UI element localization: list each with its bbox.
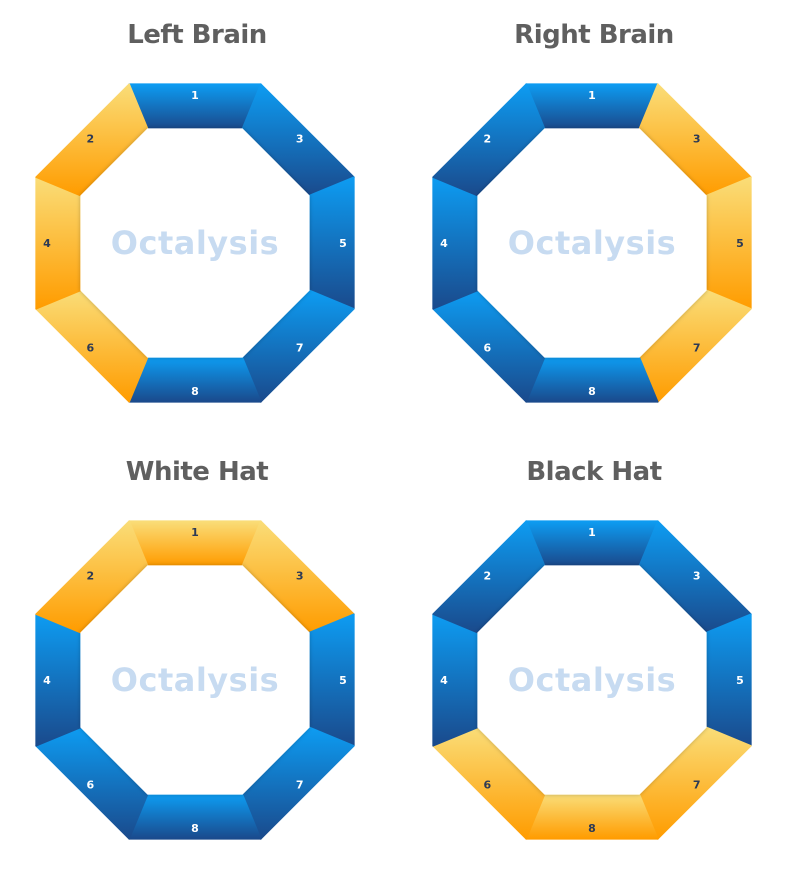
- segment-number-1: 1: [588, 89, 596, 102]
- segment-number-8: 8: [191, 385, 199, 398]
- octagon-segment-5: [308, 613, 355, 747]
- panel-title: White Hat: [125, 457, 269, 487]
- panel-title: Left Brain: [127, 20, 267, 50]
- octagon-center: [477, 128, 707, 358]
- octagon-center: [477, 565, 707, 795]
- panel-black-hat: Black Hat 1 3 5 7 8 6 4 2 Octalysis: [397, 437, 787, 873]
- octagon-ring: [432, 83, 752, 403]
- segment-number-3: 3: [693, 132, 701, 145]
- octagon-segment-2: [35, 83, 149, 197]
- octagon-ring: [35, 83, 355, 403]
- segment-number-6: 6: [86, 779, 94, 792]
- segment-number-4: 4: [440, 237, 448, 250]
- segment-number-8: 8: [588, 385, 596, 398]
- segment-number-7: 7: [296, 342, 304, 355]
- segment-number-5: 5: [736, 674, 744, 687]
- segment-number-2: 2: [483, 569, 491, 582]
- segment-number-8: 8: [588, 822, 596, 835]
- segment-number-3: 3: [693, 569, 701, 582]
- panel-title: Black Hat: [526, 457, 662, 487]
- octagon-segment-5: [308, 176, 355, 310]
- octagon-ring: [35, 520, 355, 840]
- segment-number-7: 7: [693, 342, 701, 355]
- segment-number-3: 3: [296, 132, 304, 145]
- center-word: Octalysis: [111, 224, 279, 262]
- panel-left-brain: Left Brain 1 3 5 7 8 6 4 2 Octalysis: [0, 0, 394, 436]
- octalysis-octagon: 1 3 5 7 8 6 4 2 Octalysis: [35, 520, 355, 840]
- segment-number-5: 5: [736, 237, 744, 250]
- segment-number-3: 3: [296, 569, 304, 582]
- segment-number-2: 2: [86, 569, 94, 582]
- octagon-segment-5: [705, 613, 752, 747]
- octagon-segment-5: [705, 176, 752, 310]
- segment-number-1: 1: [588, 526, 596, 539]
- segment-number-6: 6: [483, 342, 491, 355]
- segment-number-2: 2: [86, 132, 94, 145]
- segment-number-4: 4: [43, 237, 51, 250]
- segment-number-5: 5: [339, 237, 347, 250]
- segment-number-7: 7: [296, 779, 304, 792]
- panel-right-brain: Right Brain 1 3 5 7 8 6 4 2 Octalysis: [397, 0, 787, 436]
- octagon-center: [80, 565, 310, 795]
- center-word: Octalysis: [508, 224, 676, 262]
- octagon-segment-2: [432, 83, 546, 197]
- segment-number-6: 6: [86, 342, 94, 355]
- segment-number-2: 2: [483, 132, 491, 145]
- panel-white-hat: White Hat 1 3 5 7 8 6 4 2 Octalysis: [0, 437, 394, 873]
- segment-number-7: 7: [693, 779, 701, 792]
- segment-number-8: 8: [191, 822, 199, 835]
- segment-number-1: 1: [191, 89, 199, 102]
- octagon-ring: [432, 520, 752, 840]
- center-word: Octalysis: [111, 661, 279, 699]
- center-word: Octalysis: [508, 661, 676, 699]
- octagon-center: [80, 128, 310, 358]
- segment-number-5: 5: [339, 674, 347, 687]
- octalysis-octagon: 1 3 5 7 8 6 4 2 Octalysis: [35, 83, 355, 403]
- panel-title: Right Brain: [514, 20, 674, 50]
- segment-number-6: 6: [483, 779, 491, 792]
- segment-number-4: 4: [43, 674, 51, 687]
- octalysis-octagon: 1 3 5 7 8 6 4 2 Octalysis: [432, 83, 752, 403]
- segment-number-1: 1: [191, 526, 199, 539]
- octalysis-octagon: 1 3 5 7 8 6 4 2 Octalysis: [432, 520, 752, 840]
- segment-number-4: 4: [440, 674, 448, 687]
